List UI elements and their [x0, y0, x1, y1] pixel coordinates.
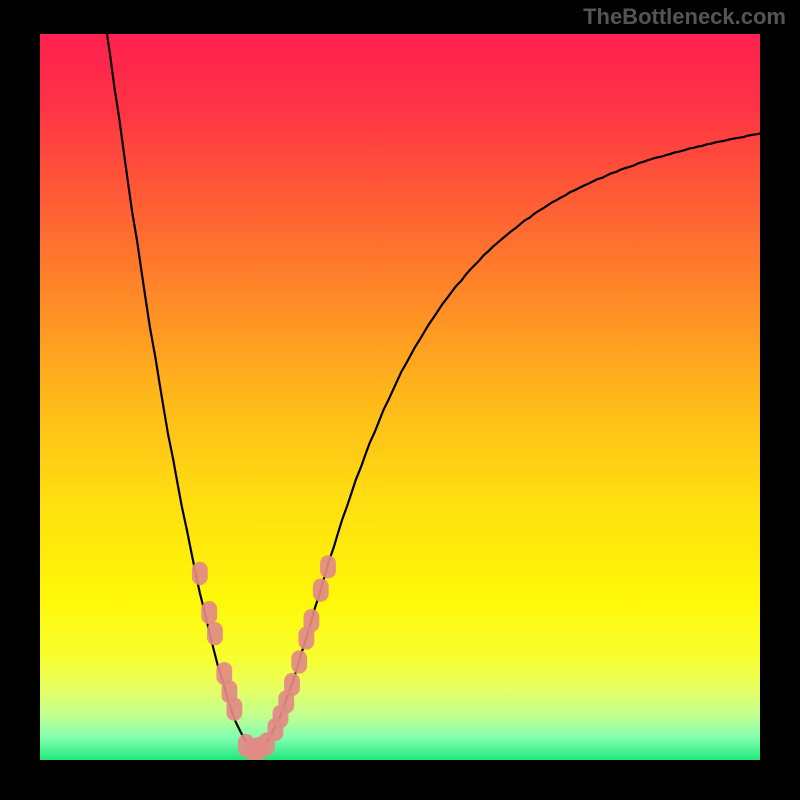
plot-area — [40, 34, 760, 760]
curve-bead — [313, 579, 329, 602]
curve-bead — [207, 622, 223, 645]
curve-bead — [320, 555, 336, 578]
curve-bead — [304, 609, 320, 632]
watermark-text: TheBottleneck.com — [583, 4, 786, 30]
curve-bead — [201, 601, 217, 624]
curve-bead — [291, 650, 307, 673]
curve-bead — [192, 562, 208, 585]
plot-svg — [40, 34, 760, 760]
gradient-background — [40, 34, 760, 760]
curve-bead — [226, 698, 242, 721]
chart-container: TheBottleneck.com — [0, 0, 800, 800]
curve-bead — [284, 673, 300, 696]
